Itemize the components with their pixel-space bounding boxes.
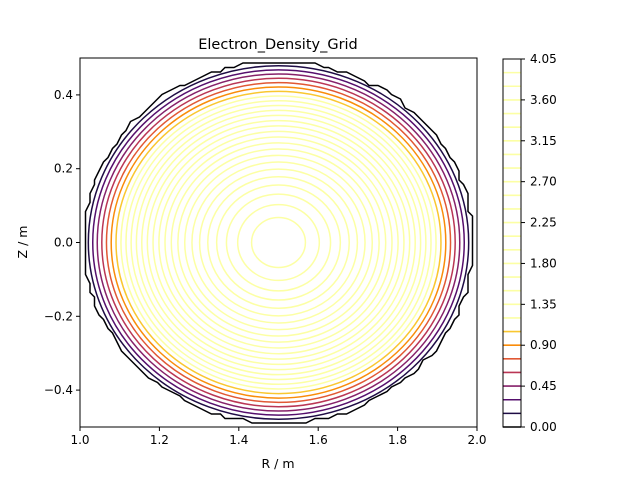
contour-level <box>250 216 307 269</box>
contour-level <box>130 104 427 381</box>
y-tick-label: 0.4 <box>54 88 73 102</box>
colorbar-tick-label: 2.25 <box>530 216 557 230</box>
x-axis-label: R / m <box>261 456 294 471</box>
contour-level <box>207 175 350 310</box>
x-tick-label: 1.2 <box>150 433 169 447</box>
contour-level <box>91 69 466 416</box>
colorbar-tick-label: 1.35 <box>530 297 557 311</box>
x-tick-label: 1.6 <box>309 433 328 447</box>
y-tick-label: −0.4 <box>44 383 73 397</box>
x-tick-label: 1.8 <box>388 433 407 447</box>
contour-level <box>101 77 456 408</box>
contour-level <box>215 184 342 301</box>
contour-level <box>110 86 447 399</box>
contour-level <box>236 203 321 282</box>
y-axis: −0.4 −0.2 0.0 0.2 0.4 <box>44 88 80 397</box>
contour-level <box>141 114 416 371</box>
colorbar-frame <box>502 58 522 428</box>
colorbar-tick-label: 0.90 <box>530 338 557 352</box>
x-tick-label: 1.0 <box>70 433 89 447</box>
contour-level <box>87 64 470 421</box>
contour-level <box>125 100 432 385</box>
y-tick-label: 0.0 <box>54 236 73 250</box>
contour-level <box>158 130 399 355</box>
contour-level <box>183 154 374 331</box>
contour-level <box>146 119 411 366</box>
colorbar-tick-label: 0.00 <box>530 420 557 434</box>
contour-level <box>115 90 442 395</box>
chart-title: Electron_Density_Grid <box>198 37 358 53</box>
contour-level <box>96 73 461 412</box>
contour-level <box>152 125 405 360</box>
x-tick-label: 1.4 <box>229 433 248 447</box>
colorbar-tick-label: 4.05 <box>530 52 557 66</box>
y-tick-label: −0.2 <box>44 309 73 323</box>
y-tick-label: 0.2 <box>54 162 73 176</box>
x-axis: 1.0 1.2 1.4 1.6 1.8 2.0 <box>70 427 487 447</box>
y-axis-label: Z / m <box>15 226 30 259</box>
colorbar-tick-label: 2.70 <box>530 175 557 189</box>
colorbar: 0.00 0.45 0.90 1.35 1.80 2.25 2.70 3.15 3.60 4.05 <box>502 52 557 434</box>
contour-level <box>120 95 437 390</box>
contour-level <box>198 168 359 317</box>
contour-level <box>170 142 387 343</box>
colorbar-tick-label: 3.60 <box>530 93 557 107</box>
colorbar-tick-label: 3.15 <box>530 134 557 148</box>
contour-level <box>135 109 422 376</box>
contour-level <box>225 193 332 292</box>
contour-level <box>191 161 366 324</box>
contour-plot <box>84 62 474 424</box>
contour-level <box>105 81 452 404</box>
contour-level <box>177 148 380 337</box>
colorbar-tick-label: 1.80 <box>530 256 557 270</box>
contour-level <box>164 136 393 349</box>
colorbar-tick-label: 0.45 <box>530 379 557 393</box>
contour-level <box>84 62 474 424</box>
x-tick-label: 2.0 <box>467 433 486 447</box>
